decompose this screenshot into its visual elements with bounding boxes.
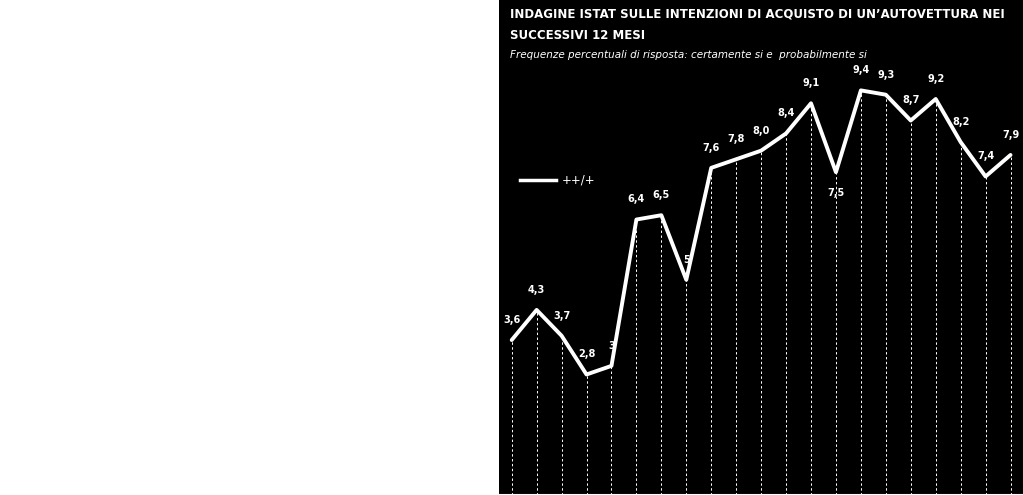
Text: 7,6: 7,6	[703, 143, 720, 153]
Text: 5: 5	[683, 255, 690, 265]
Text: 4,3: 4,3	[528, 285, 545, 295]
Text: 9,4: 9,4	[852, 65, 870, 75]
Text: Frequenze percentuali di risposta: certamente si e  probabilmente si: Frequenze percentuali di risposta: certa…	[509, 50, 866, 59]
Text: 9,1: 9,1	[802, 78, 819, 88]
Text: 9,3: 9,3	[877, 70, 894, 80]
Text: 3,7: 3,7	[553, 311, 570, 321]
Text: 2,8: 2,8	[578, 349, 595, 359]
Text: 7,5: 7,5	[828, 188, 845, 198]
Legend: ++/+: ++/+	[516, 169, 601, 192]
Text: 6,5: 6,5	[653, 190, 670, 200]
Text: 3: 3	[608, 341, 615, 351]
Text: 3,6: 3,6	[503, 315, 521, 325]
Text: 8,4: 8,4	[777, 108, 795, 118]
Text: 9,2: 9,2	[927, 74, 944, 84]
Text: 7,8: 7,8	[727, 134, 745, 144]
Text: 8,2: 8,2	[952, 117, 970, 127]
Text: 7,4: 7,4	[977, 151, 994, 161]
Text: 8,7: 8,7	[902, 96, 920, 105]
Text: SUCCESSIVI 12 MESI: SUCCESSIVI 12 MESI	[509, 29, 644, 42]
Text: 6,4: 6,4	[628, 195, 646, 204]
Text: 7,9: 7,9	[1002, 130, 1019, 140]
Text: 8,0: 8,0	[753, 126, 769, 136]
Text: INDAGINE ISTAT SULLE INTENZIONI DI ACQUISTO DI UN’AUTOVETTURA NEI: INDAGINE ISTAT SULLE INTENZIONI DI ACQUI…	[509, 7, 1005, 20]
